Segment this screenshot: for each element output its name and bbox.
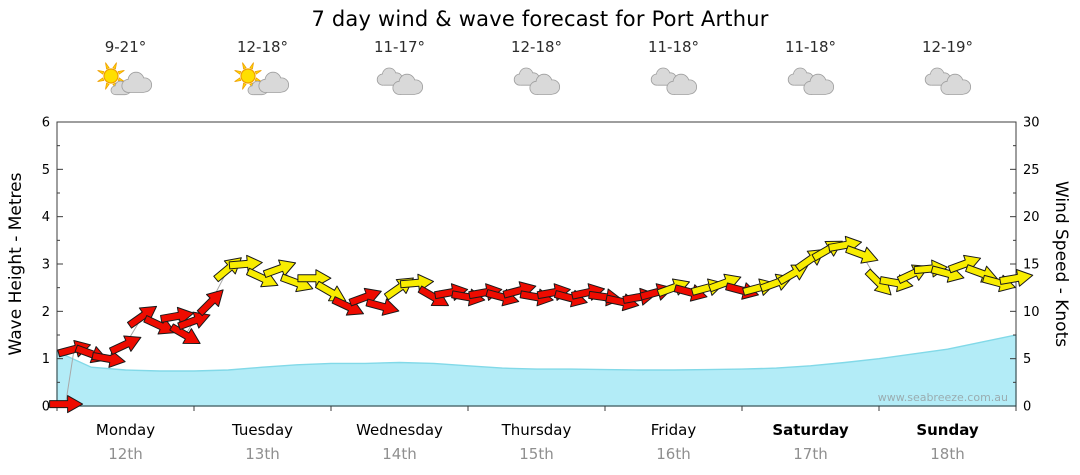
day-header: 11-17° <box>363 38 437 106</box>
day-date: 12th <box>108 445 143 463</box>
wind-arrow <box>845 245 879 264</box>
wind-tick-label: 25 <box>1023 163 1040 178</box>
day-header: 11-18° <box>637 38 711 106</box>
cloudy-icon <box>513 67 560 95</box>
page-title: 7 day wind & wave forecast for Port Arth… <box>311 7 769 31</box>
wind-axis-title: Wind Speed - Knots <box>1051 180 1071 348</box>
wind-arrow <box>228 254 263 273</box>
wind-arrow <box>999 268 1034 287</box>
day-date: 16th <box>656 445 691 463</box>
wave-tick-label: 5 <box>42 163 50 178</box>
wave-height-area <box>56 334 1017 407</box>
partly-sunny-icon <box>233 62 289 96</box>
wave-tick-label: 1 <box>42 352 50 367</box>
wind-arrow <box>297 269 332 288</box>
temperature-range: 11-17° <box>373 38 426 56</box>
cloudy-icon <box>924 67 971 95</box>
wave-tick-label: 6 <box>42 116 50 131</box>
wind-arrow <box>213 257 242 283</box>
watermark: www.seabreeze.com.au <box>878 391 1008 404</box>
wind-tick-label: 10 <box>1023 305 1040 320</box>
temperature-range: 9-21° <box>104 38 147 56</box>
wind-tick-label: 20 <box>1023 210 1040 225</box>
day-name: Tuesday <box>231 421 294 439</box>
cloudy-icon <box>376 67 423 95</box>
wind-arrow <box>896 264 930 284</box>
wind-tick-label: 5 <box>1023 352 1031 367</box>
cloudy-icon <box>787 67 834 95</box>
day-date: 18th <box>930 445 965 463</box>
wind-arrow <box>196 289 224 317</box>
wind-arrow <box>348 287 382 307</box>
day-name: Friday <box>650 421 697 439</box>
wind-arrow <box>399 273 435 292</box>
temperature-range: 11-18° <box>784 38 837 56</box>
wave-tick-label: 0 <box>42 400 50 415</box>
wind-tick-label: 15 <box>1023 258 1040 273</box>
temperature-range: 11-18° <box>647 38 700 56</box>
wave-tick-label: 2 <box>42 305 50 320</box>
day-name: Thursday <box>501 421 572 439</box>
axes: 0 1 2 3 4 5 6 0 5 10 15 20 25 30 <box>42 116 1040 415</box>
wind-arrow <box>91 350 126 368</box>
wind-arrow <box>365 298 400 316</box>
wind-arrow <box>109 335 142 355</box>
day-name: Monday <box>95 421 156 439</box>
temperature-range: 12-19° <box>921 38 974 56</box>
wind-arrow <box>177 311 211 331</box>
wind-arrows <box>49 235 1034 414</box>
wind-arrow <box>947 254 982 274</box>
day-name: Saturday <box>772 421 849 439</box>
day-date: 14th <box>382 445 417 463</box>
day-header: 12-18° <box>500 38 574 106</box>
day-header: 12-19° <box>911 38 985 106</box>
wind-arrow <box>126 305 158 329</box>
wind-tick-label: 0 <box>1023 400 1031 415</box>
day-name: Sunday <box>916 421 979 439</box>
temperature-range: 12-18° <box>510 38 563 56</box>
wind-tick-label: 30 <box>1023 116 1040 131</box>
wave-tick-label: 4 <box>42 210 50 225</box>
wind-arrow <box>708 273 742 293</box>
day-header: 11-18° <box>774 38 848 106</box>
wave-axis-title: Wave Height - Metres <box>6 172 26 356</box>
wind-arrow <box>169 323 201 344</box>
temperature-range: 12-18° <box>236 38 289 56</box>
day-date: 17th <box>793 445 828 463</box>
wave-tick-label: 3 <box>42 258 50 273</box>
wind-arrow <box>417 285 450 307</box>
day-header: 12-18° <box>226 38 300 106</box>
day-date: 13th <box>245 445 280 463</box>
partly-sunny-icon <box>96 62 152 96</box>
wind-arrow <box>262 259 297 278</box>
day-name: Wednesday <box>356 421 443 439</box>
cloudy-icon <box>650 67 697 95</box>
day-header: 9-21° <box>89 38 163 106</box>
wind-arrow <box>49 395 84 414</box>
day-date: 15th <box>519 445 554 463</box>
